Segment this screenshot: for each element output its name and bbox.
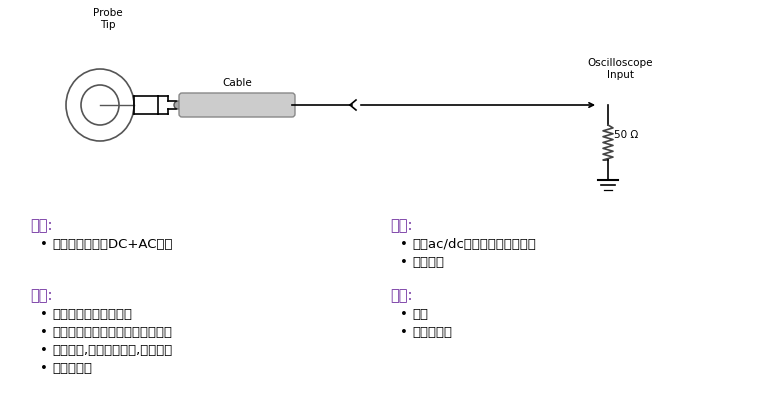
Text: Cable: Cable [222,78,252,88]
Text: 特征:: 特征: [30,218,53,233]
Text: •: • [400,308,408,321]
Text: •: • [400,326,408,339]
FancyBboxPatch shape [179,93,295,117]
Text: 同时ac/dc测量，不用切断电路: 同时ac/dc测量，不用切断电路 [412,238,536,251]
Text: •: • [400,256,408,269]
Text: 有限的带宽: 有限的带宽 [412,326,452,339]
Text: •: • [40,308,48,321]
Text: 霍尔效应，测量DC+AC电流: 霍尔效应，测量DC+AC电流 [52,238,172,251]
Text: •: • [400,238,408,251]
Text: •: • [40,362,48,375]
Text: Oscilloscope
Input: Oscilloscope Input [587,58,653,80]
Text: 击电流波形: 击电流波形 [52,362,92,375]
Text: •: • [40,344,48,357]
Text: 系统功率,功率因子测量,开关机冲: 系统功率,功率因子测量,开关机冲 [52,344,172,357]
Circle shape [174,101,182,109]
Text: 负载很小: 负载很小 [412,256,444,269]
Text: 较大: 较大 [412,308,428,321]
Text: 不足:: 不足: [390,288,413,303]
Text: 测量稳定的霹瞬变电流: 测量稳定的霹瞬变电流 [52,308,132,321]
Text: 开关电源，放大器电路等电流测量: 开关电源，放大器电路等电流测量 [52,326,172,339]
Text: •: • [40,238,48,251]
Text: •: • [40,326,48,339]
Text: Probe
Tip: Probe Tip [93,8,123,31]
Text: 50 Ω: 50 Ω [614,130,638,140]
Text: 益处:: 益处: [390,218,413,233]
Text: 应用:: 应用: [30,288,53,303]
